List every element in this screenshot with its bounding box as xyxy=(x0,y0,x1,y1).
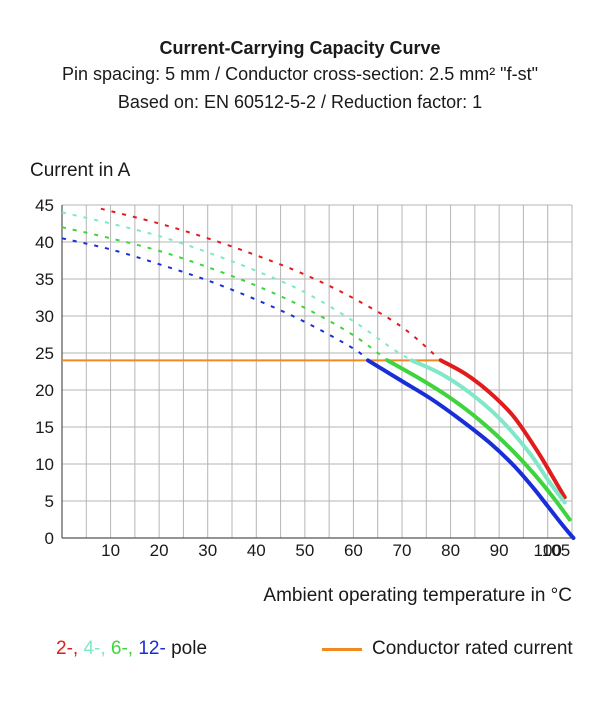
chart-subtitle-standard: Based on: EN 60512-5-2 / Reduction facto… xyxy=(117,92,483,112)
chart-subtitle-pin-spacing: Pin spacing: 5 mm / Conductor cross-sect… xyxy=(62,64,538,84)
series-solid-6-pole xyxy=(385,358,572,522)
x-tick-label: 40 xyxy=(247,541,266,560)
chart-series xyxy=(61,207,576,540)
x-tick-label: 50 xyxy=(295,541,314,560)
legend-rated-label: Conductor rated current xyxy=(372,638,573,659)
legend-rated-swatch xyxy=(322,647,362,651)
y-axis-label: Current in A xyxy=(30,160,131,181)
series-dotted-6-pole xyxy=(61,226,389,362)
chart-grid xyxy=(61,204,573,539)
legend-pole-entry: 4-, xyxy=(83,638,111,659)
x-tick-label: 90 xyxy=(490,541,509,560)
x-tick-label: 20 xyxy=(150,541,169,560)
y-tick-label: 25 xyxy=(35,344,54,363)
series-dotted-2-pole xyxy=(100,207,442,362)
legend-pole-suffix: pole xyxy=(171,638,208,659)
x-tick-label: 70 xyxy=(393,541,412,560)
y-tick-label: 35 xyxy=(35,270,54,289)
y-tick-label: 10 xyxy=(35,455,54,474)
x-tick-label: 30 xyxy=(198,541,217,560)
series-dotted-12-pole xyxy=(61,237,369,362)
x-tick-label: 10 xyxy=(101,541,120,560)
x-tick-label: 80 xyxy=(441,541,460,560)
capacity-chart: 0 5 10 15 20 25 30 35 40 45 10 20 30 40 50 60 70 80 90 1001… xyxy=(35,196,576,560)
y-tick-label: 45 xyxy=(35,196,54,215)
legend-pole-entry: 12- xyxy=(138,638,172,659)
legend-pole-entry: 2-, xyxy=(56,638,84,659)
legend-rated-current: Conductor rated current xyxy=(322,638,573,660)
y-tick-label: 15 xyxy=(35,418,54,437)
y-tick-label: 20 xyxy=(35,381,54,400)
series-solid-12-pole xyxy=(366,358,576,540)
x-axis-label: Ambient operating temperature in °C xyxy=(263,585,572,606)
y-tick-label: 5 xyxy=(45,492,54,511)
x-tick-label: 100 xyxy=(534,541,562,560)
axis-ticks: 0 5 10 15 20 25 30 35 40 45 10 20 30 40 50 60 70 80 90 1001… xyxy=(35,196,570,560)
x-tick-label: 105 xyxy=(542,541,570,560)
series-dotted-4-pole xyxy=(61,211,413,362)
series-solid-4-pole xyxy=(409,358,567,505)
x-tick-label: 60 xyxy=(344,541,363,560)
series-solid-2-pole xyxy=(438,358,567,500)
y-tick-label: 30 xyxy=(35,307,54,326)
y-tick-label: 0 xyxy=(45,529,54,548)
legend-pole-entry: 6-, xyxy=(110,638,139,659)
y-tick-label: 40 xyxy=(35,233,54,252)
legend-poles: 2-, 4-, 6-, 12- pole xyxy=(56,638,207,660)
chart-title: Current-Carrying Capacity Curve xyxy=(159,38,441,58)
